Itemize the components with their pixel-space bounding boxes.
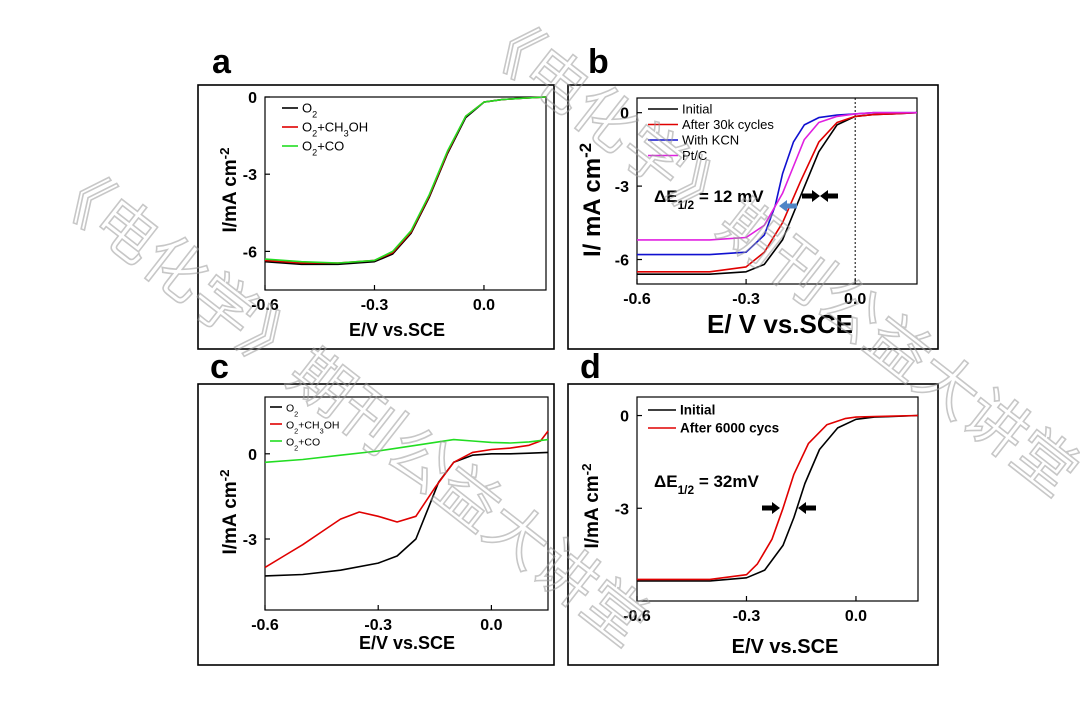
x-axis-label: E/V vs.SCE	[732, 636, 839, 658]
arrow-icon	[762, 502, 780, 514]
x-tick-label: -0.6	[251, 297, 279, 314]
x-axis-label: E/V vs.SCE	[349, 320, 445, 340]
x-tick-label: 0.0	[473, 297, 495, 314]
series-line-after-30k-cycles	[637, 111, 918, 273]
x-tick-label: -0.3	[733, 608, 761, 625]
y-tick-label: 0	[620, 106, 629, 123]
x-axis-label: E/ V vs.SCE	[707, 309, 853, 339]
y-tick-label: -3	[243, 167, 257, 184]
y-tick-label: -3	[615, 179, 629, 196]
y-axis-label: I/mA cm-2	[217, 469, 242, 554]
legend-entry: Initial	[682, 102, 713, 117]
panel-c-label: c	[210, 348, 229, 386]
series-line-o2-co	[264, 96, 547, 264]
x-tick-label: 0.0	[845, 608, 867, 625]
y-axis-label: I/mA cm-2	[217, 147, 242, 232]
x-tick-label: -0.3	[364, 617, 392, 634]
arrow-icon	[798, 502, 816, 514]
x-tick-label: 0.0	[844, 291, 866, 308]
x-tick-label: -0.3	[732, 291, 760, 308]
y-tick-label: 0	[248, 90, 257, 107]
panel-a-axes	[264, 96, 547, 291]
y-tick-label: 0	[248, 447, 257, 464]
series-line-after-6000-cycs	[637, 414, 919, 581]
panel-b-plot: -0.6 -0.3 0.0 0 -3 -6 E/ V vs.SCE I/ mA cm-2 Ini…	[576, 97, 918, 339]
panel-b-frame	[567, 84, 939, 350]
legend-entry: Pt/C	[682, 148, 707, 163]
panel-d-label: d	[580, 348, 601, 386]
y-axis-label: I/ mA cm-2	[576, 143, 607, 257]
series-line-pt-c	[637, 111, 917, 241]
legend-entry: O2	[286, 403, 298, 419]
panel-b-label: b	[588, 43, 609, 81]
arrow-icon	[820, 190, 838, 202]
y-tick-label: -6	[615, 253, 629, 270]
x-axis-label: E/V vs.SCE	[359, 633, 455, 653]
delta-e-annotation: ΔE1/2 = 32mV	[654, 472, 759, 497]
x-tick-label: -0.6	[251, 617, 279, 634]
arrow-icon	[802, 190, 820, 202]
panel-d-axes	[636, 396, 919, 602]
legend-entry: O2+CH3OH	[286, 420, 339, 436]
legend-entry: O2+CO	[286, 437, 320, 453]
y-tick-label: -3	[243, 532, 257, 549]
legend-entry: Initial	[680, 403, 715, 418]
y-tick-label: -3	[615, 501, 629, 518]
series-line-initial	[637, 414, 919, 582]
legend-entry: With KCN	[682, 133, 739, 148]
arrow-icon	[779, 200, 797, 212]
series-line-o2	[264, 451, 549, 577]
panel-d-frame	[567, 383, 939, 666]
y-tick-label: -6	[243, 244, 257, 261]
legend-entry: After 6000 cycs	[680, 421, 779, 436]
legend-entry: O2+CH3OH	[302, 120, 368, 139]
panel-c-axes	[264, 396, 549, 611]
legend-entry: O2	[302, 101, 317, 120]
panel-c-frame	[197, 383, 555, 666]
y-axis-label: I/mA cm-2	[579, 463, 604, 548]
delta-e-annotation: ΔE1/2 = 12 mV	[654, 187, 764, 212]
panel-d-plot: -0.6 -0.3 0.0 0 -3 E/V vs.SCE I/mA cm-2 Initial…	[579, 396, 919, 658]
x-tick-label: 0.0	[480, 617, 502, 634]
panel-a-frame	[197, 84, 555, 350]
x-tick-label: -0.6	[623, 608, 651, 625]
x-tick-label: -0.3	[361, 297, 389, 314]
panel-b-axes	[636, 97, 918, 285]
legend-entry: After 30k cycles	[682, 117, 774, 132]
y-tick-label: 0	[620, 409, 629, 426]
series-line-o2-ch3oh	[264, 430, 549, 569]
panel-c-plot: -0.6 -0.3 0.0 0 -3 E/V vs.SCE I/mA cm-2 O2O2+CH…	[217, 396, 549, 653]
panel-a-label: a	[212, 43, 232, 81]
series-line-o2-co	[264, 438, 549, 464]
x-tick-label: -0.6	[623, 291, 651, 308]
legend-entry: O2+CO	[302, 139, 344, 158]
